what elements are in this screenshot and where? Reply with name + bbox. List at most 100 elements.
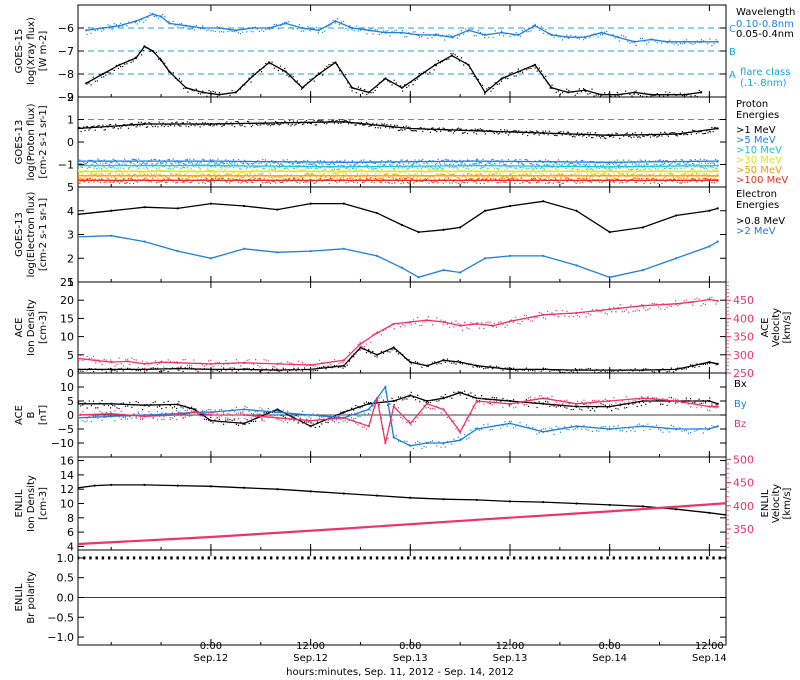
scatter-mark bbox=[423, 127, 425, 129]
scatter-mark bbox=[273, 162, 275, 164]
scatter-mark bbox=[697, 180, 699, 182]
scatter-mark bbox=[428, 182, 430, 184]
scatter-mark bbox=[514, 176, 516, 179]
scatter-mark bbox=[605, 162, 607, 164]
scatter-mark bbox=[299, 169, 301, 171]
scatter-mark bbox=[620, 94, 623, 96]
scatter-mark bbox=[538, 401, 540, 403]
scatter-mark bbox=[715, 169, 717, 172]
scatter-mark bbox=[161, 181, 163, 183]
scatter-mark bbox=[583, 134, 585, 136]
scatter-mark bbox=[569, 134, 571, 136]
scatter-mark bbox=[638, 164, 640, 167]
scatter-mark bbox=[159, 180, 162, 182]
scatter-mark bbox=[631, 174, 634, 176]
scatter-mark bbox=[488, 163, 490, 165]
data-point bbox=[400, 223, 404, 227]
scatter-mark bbox=[506, 324, 508, 326]
scatter-mark bbox=[569, 179, 571, 181]
legend-title: Wavelength bbox=[736, 7, 795, 18]
scatter-mark bbox=[288, 21, 290, 23]
scatter-mark bbox=[344, 175, 346, 177]
scatter-mark bbox=[134, 123, 136, 126]
scatter-mark bbox=[417, 167, 419, 169]
scatter-mark bbox=[455, 161, 457, 164]
scatter-mark bbox=[309, 176, 311, 178]
scatter-mark bbox=[223, 31, 225, 33]
scatter-mark bbox=[102, 179, 104, 181]
scatter-mark bbox=[505, 132, 507, 134]
scatter-mark bbox=[484, 164, 487, 167]
scatter-mark bbox=[328, 167, 330, 169]
scatter-mark bbox=[298, 170, 300, 172]
scatter-mark bbox=[397, 180, 400, 182]
scatter-mark bbox=[184, 181, 186, 183]
scatter-mark bbox=[250, 165, 252, 167]
scatter-mark bbox=[578, 169, 580, 171]
scatter-mark bbox=[433, 168, 435, 170]
scatter-mark bbox=[296, 167, 298, 169]
y-axis-label: [nT] bbox=[38, 405, 49, 425]
scatter-mark bbox=[190, 124, 192, 126]
scatter-mark bbox=[239, 161, 241, 163]
scatter-mark bbox=[166, 123, 168, 125]
scatter-mark bbox=[124, 163, 126, 165]
scatter-mark bbox=[543, 77, 545, 79]
scatter-mark bbox=[349, 25, 351, 27]
scatter-mark bbox=[709, 297, 711, 299]
scatter-mark bbox=[481, 366, 483, 368]
scatter-mark bbox=[605, 174, 607, 176]
scatter-mark bbox=[218, 92, 221, 94]
scatter-mark bbox=[194, 173, 196, 175]
scatter-mark bbox=[196, 172, 199, 174]
scatter-mark bbox=[580, 36, 583, 38]
scatter-mark bbox=[240, 421, 242, 423]
scatter-mark bbox=[103, 169, 105, 172]
scatter-mark bbox=[525, 173, 527, 175]
scatter-mark bbox=[681, 43, 684, 45]
scatter-mark bbox=[653, 163, 655, 166]
scatter-mark bbox=[685, 163, 687, 165]
scatter-mark bbox=[201, 364, 203, 366]
scatter-mark bbox=[683, 162, 685, 164]
scatter-mark bbox=[684, 95, 686, 97]
scatter-mark bbox=[504, 326, 506, 328]
y-tick-label: 20 bbox=[60, 294, 74, 307]
scatter-mark bbox=[254, 73, 256, 76]
scatter-mark bbox=[437, 170, 439, 172]
scatter-mark bbox=[214, 419, 216, 421]
scatter-mark bbox=[643, 168, 645, 171]
data-point bbox=[608, 276, 611, 279]
scatter-mark bbox=[93, 125, 95, 127]
scatter-mark bbox=[391, 162, 393, 164]
scatter-mark bbox=[684, 171, 686, 174]
scatter-mark bbox=[465, 160, 467, 162]
scatter-mark bbox=[333, 180, 336, 182]
scatter-mark bbox=[131, 175, 133, 178]
scatter-mark bbox=[471, 28, 473, 31]
scatter-mark bbox=[226, 162, 228, 164]
scatter-mark bbox=[141, 368, 144, 370]
scatter-mark bbox=[484, 37, 486, 39]
scatter-mark bbox=[193, 90, 195, 92]
scatter-mark bbox=[411, 164, 414, 166]
scatter-mark bbox=[605, 137, 607, 139]
scatter-mark bbox=[539, 167, 542, 169]
scatter-mark bbox=[178, 78, 181, 80]
scatter-mark bbox=[538, 171, 540, 173]
scatter-mark bbox=[368, 161, 370, 163]
scatter-mark bbox=[324, 176, 327, 178]
scatter-mark bbox=[214, 123, 217, 125]
scatter-mark bbox=[228, 172, 231, 175]
scatter-mark bbox=[671, 161, 673, 163]
scatter-mark bbox=[312, 365, 314, 367]
scatter-mark bbox=[308, 173, 310, 175]
scatter-mark bbox=[474, 323, 476, 325]
scatter-mark bbox=[556, 170, 558, 172]
scatter-mark bbox=[130, 61, 132, 63]
scatter-mark bbox=[709, 0, 710, 1]
scatter-mark bbox=[688, 172, 690, 174]
scatter-mark bbox=[359, 349, 361, 351]
scatter-mark bbox=[414, 165, 416, 167]
scatter-mark bbox=[658, 159, 661, 161]
